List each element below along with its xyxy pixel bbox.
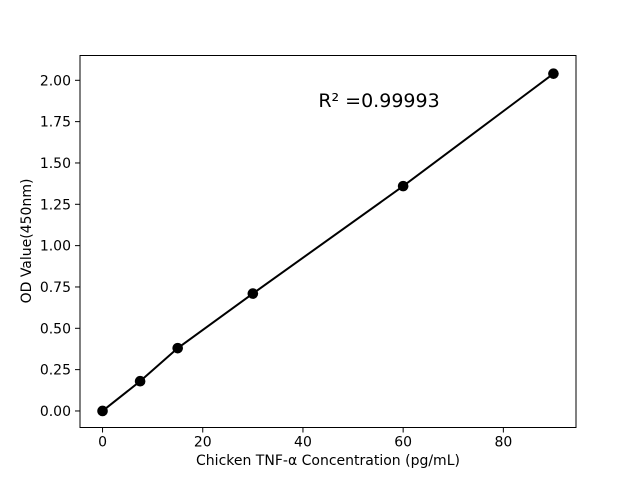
x-axis-label: Chicken TNF-α Concentration (pg/mL) [196, 453, 460, 469]
axes-border [79, 55, 577, 428]
x-tick-label: 0 [98, 435, 107, 451]
r-squared-annotation: R² =0.99993 [318, 90, 440, 112]
y-tick-label: 0.00 [40, 404, 71, 420]
y-tick-label: 0.75 [40, 280, 71, 296]
data-point [134, 375, 146, 387]
y-tick-label: 1.00 [40, 239, 71, 255]
y-tick-label: 1.25 [40, 197, 71, 213]
y-axis-label: OD Value(450nm) [19, 178, 35, 304]
data-point [548, 68, 559, 79]
fit-line [101, 72, 555, 412]
y-tick-label: 1.75 [40, 115, 71, 131]
y-tick-label: 0.25 [40, 363, 71, 379]
x-tick-label: 60 [394, 435, 412, 451]
y-tick-label: 0.50 [40, 321, 71, 337]
y-tick-label: 1.50 [40, 156, 71, 172]
x-tick-label: 40 [294, 435, 312, 451]
x-tick-label: 20 [194, 435, 212, 451]
x-tick-label: 80 [494, 435, 512, 451]
data-point [397, 180, 409, 192]
data-point [97, 405, 108, 417]
data-point [247, 288, 259, 299]
data-point [172, 342, 183, 354]
y-tick-label: 2.00 [40, 73, 71, 89]
